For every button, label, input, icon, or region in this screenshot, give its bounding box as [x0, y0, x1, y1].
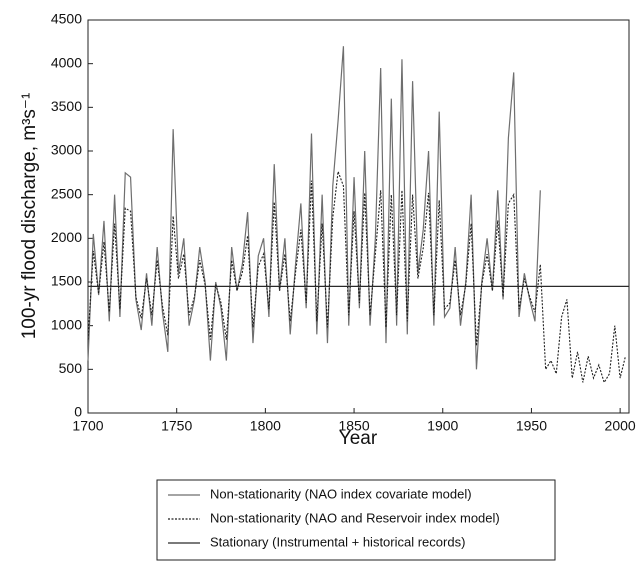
x-tick-label: 1800 — [250, 418, 281, 434]
y-tick-label: 3500 — [51, 98, 82, 114]
y-tick-label: 0 — [74, 404, 82, 420]
y-tick-label: 4500 — [51, 11, 82, 27]
y-tick-label: 4000 — [51, 54, 82, 70]
y-tick-label: 1500 — [51, 273, 82, 289]
x-tick-label: 1900 — [427, 418, 458, 434]
y-tick-label: 3000 — [51, 142, 82, 158]
x-tick-label: 1950 — [516, 418, 547, 434]
y-axis-label: 100-yr flood discharge, m³s⁻¹ — [19, 93, 40, 340]
series-line — [87, 171, 626, 384]
legend-label: Non-stationarity (NAO and Reservoir inde… — [210, 510, 500, 525]
x-tick-label: 1850 — [338, 418, 369, 434]
x-tick-label: 2000 — [605, 418, 636, 434]
y-tick-label: 2000 — [51, 229, 82, 245]
x-tick-label: 1700 — [72, 418, 103, 434]
legend — [156, 479, 556, 561]
x-tick-label: 1750 — [161, 418, 192, 434]
plot-frame — [87, 19, 630, 414]
y-tick-label: 2500 — [51, 185, 82, 201]
y-tick-label: 1000 — [51, 316, 82, 332]
legend-label: Non-stationarity (NAO index covariate mo… — [210, 486, 472, 501]
y-tick-label: 500 — [59, 360, 83, 376]
legend-label: Stationary (Instrumental + historical re… — [210, 534, 465, 549]
series-line — [87, 46, 541, 370]
x-axis-label: Year — [339, 428, 378, 449]
